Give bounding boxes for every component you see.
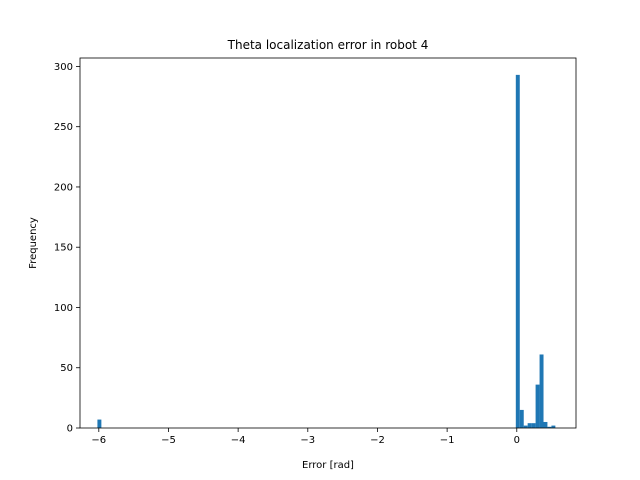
y-tick-label: 200 [54,182,73,193]
histogram-bar [543,421,548,428]
histogram-bar [539,354,544,428]
y-tick-label: 300 [54,62,73,73]
y-axis-ticks: 0 50 100 150 200 250 300 [54,62,80,435]
x-tick-label: −3 [300,435,315,446]
histogram-bar [515,74,520,429]
x-tick-label: −1 [440,435,455,446]
y-tick-label: 250 [54,122,73,133]
histogram-bar [551,425,556,428]
x-tick-label: −2 [370,435,385,446]
x-tick-label: 0 [514,435,520,446]
x-tick-label: −6 [91,435,106,446]
plot-frame [79,57,577,429]
histogram-bar [547,426,552,428]
histogram-bar [97,419,102,428]
x-axis-label: Error [rad] [302,460,354,471]
histogram-bar [523,425,528,428]
histogram-bar [531,423,536,428]
x-axis-ticks: −6 −5 −4 −3 −2 −1 0 [91,428,520,446]
bar-group [97,74,556,429]
x-tick-label: −4 [231,435,246,446]
y-tick-label: 50 [60,363,73,374]
y-tick-label: 0 [67,424,73,435]
y-tick-label: 100 [54,303,73,314]
x-tick-label: −5 [161,435,176,446]
histogram-bar [527,423,532,428]
histogram-bar [519,409,524,428]
y-axis-label: Frequency [28,217,39,269]
y-tick-label: 150 [54,243,73,254]
histogram-bar [535,384,540,428]
chart-title: Theta localization error in robot 4 [227,38,429,52]
